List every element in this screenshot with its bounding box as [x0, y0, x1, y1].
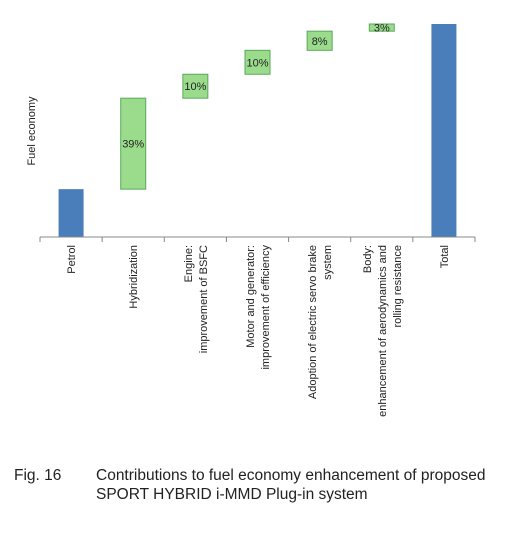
- bar-6: [431, 24, 457, 237]
- bar-2: [182, 73, 209, 99]
- bar-0: [58, 189, 84, 237]
- bar-5: [368, 23, 395, 32]
- data-label-5: 3%: [374, 23, 390, 35]
- category-label-3: Motor and generator: improvement of effic…: [245, 245, 272, 370]
- category-label-6: Total: [439, 245, 451, 268]
- bar-4: [306, 30, 333, 51]
- waterfall-chart: Fuel economy 39% 10% 10% 8% 3% Petrol Hybridiza…: [26, 23, 476, 417]
- category-label-2: Engine: improvement of BSFC: [183, 245, 210, 353]
- caption-text: Contributions to fuel economy enhancemen…: [96, 467, 486, 503]
- category-label-5: Body: enhancement of aerodynamics and roll…: [362, 245, 404, 417]
- bar-3: [244, 49, 271, 75]
- y-axis-title: Fuel economy: [26, 96, 38, 166]
- category-label-0: Petrol: [66, 245, 78, 274]
- category-label-1: Hybridization: [128, 245, 140, 309]
- category-label-4: Adoption of electric servo brake system: [307, 245, 334, 399]
- data-label-4: 8%: [312, 36, 328, 48]
- caption-number: Fig. 16: [14, 467, 62, 484]
- data-label-3: 10%: [246, 57, 268, 69]
- bar-1: [120, 97, 147, 190]
- data-label-2: 10%: [184, 81, 206, 93]
- data-label-1: 39%: [122, 139, 144, 151]
